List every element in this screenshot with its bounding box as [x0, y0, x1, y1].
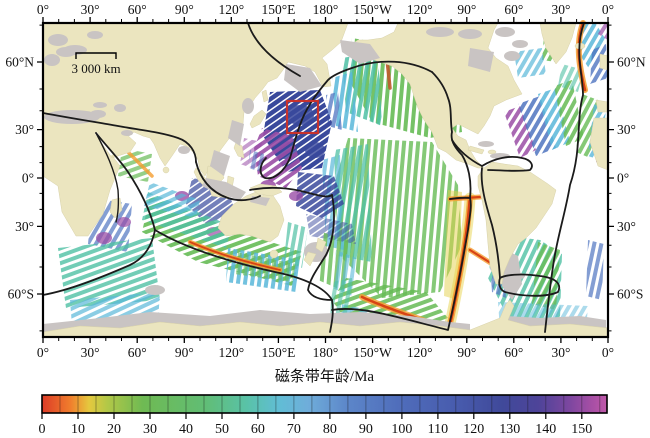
axis-label: 30° — [617, 122, 636, 137]
colorbar-tick-label: 80 — [323, 422, 337, 437]
axis-label: 0° — [37, 2, 49, 17]
top-minor-ticks — [58, 19, 593, 23]
land-west-europe-africa-sliver — [589, 117, 609, 171]
axis-label: 90° — [175, 2, 194, 17]
axis-label: 60° — [128, 345, 147, 360]
axis-label: 30° — [15, 122, 34, 137]
colorbar-gradient — [42, 395, 607, 413]
colorbar-tick-label: 50 — [215, 422, 229, 437]
land-greenland — [539, 22, 577, 65]
axis-label: 0° — [22, 171, 34, 186]
colorbar-tick-label: 70 — [287, 422, 301, 437]
colorbar-tick-label: 140 — [535, 422, 556, 437]
colorbar-tick-label: 40 — [179, 422, 193, 437]
colorbar-tick-label: 110 — [428, 422, 448, 437]
axis-label: 0° — [617, 171, 629, 186]
axis-label: 60° — [504, 345, 523, 360]
axis-label: 30° — [81, 345, 100, 360]
colorbar-tick-label: 0 — [39, 422, 46, 437]
axis-label: 60°N — [617, 55, 646, 70]
colorbar-tick-label: 150 — [571, 422, 592, 437]
land-australia — [217, 191, 285, 243]
axis-label: 0° — [37, 345, 49, 360]
right-minor-ticks — [608, 24, 612, 332]
colorbar-title: 磁条带年龄/Ma — [275, 368, 375, 385]
colorbar-tick-label: 60 — [251, 422, 265, 437]
axis-label: 180° — [313, 2, 339, 17]
left-major-ticks — [37, 61, 43, 295]
plate-boundaries — [42, 22, 585, 333]
colorbar-tick-label: 10 — [71, 422, 85, 437]
bottom-axis-labels: 0° 30° 60° 90° 120° 150°E 180° 150°W 120… — [37, 345, 614, 360]
axis-label: 60° — [128, 2, 147, 17]
axis-label: 120° — [407, 345, 433, 360]
axis-label: 90° — [457, 2, 476, 17]
axis-label: 90° — [175, 345, 194, 360]
colorbar-tick-label: 90 — [359, 422, 373, 437]
axis-label: 60°S — [8, 287, 34, 302]
left-axis-labels: 60°N 30° 0° 30° 60°S — [5, 55, 34, 302]
scale-bar-label: 3 000 km — [71, 61, 120, 76]
colorbar-tick-label: 120 — [463, 422, 484, 437]
axis-label: 120° — [407, 2, 433, 17]
axis-label: 150°E — [261, 345, 295, 360]
shallow-seas — [44, 27, 528, 206]
axis-label: 120° — [218, 345, 244, 360]
axis-label: 0° — [602, 2, 614, 17]
colorbar-tick-label: 20 — [107, 422, 121, 437]
land-antarctica — [42, 299, 609, 338]
bottom-major-ticks — [42, 337, 609, 343]
scale-bar: 3 000 km — [71, 52, 121, 76]
axis-label: 30° — [551, 345, 570, 360]
left-minor-ticks — [39, 24, 43, 332]
axis-label: 30° — [617, 219, 636, 234]
colorbar-ticks — [41, 413, 583, 419]
axis-label: 90° — [457, 345, 476, 360]
right-axis-labels: 60°N 30° 0° 30° 60°S — [617, 55, 646, 302]
seafloor-age-stripes — [42, 24, 608, 334]
highlight-box — [285, 99, 320, 135]
axis-label: 120° — [218, 2, 244, 17]
axis-label: 30° — [15, 219, 34, 234]
colorbar: 磁条带年龄/Ma 0 10 20 30 40 50 60 70 80 90 10… — [39, 368, 608, 437]
colorbar-tick-label: 30 — [143, 422, 157, 437]
axis-label: 150°E — [261, 2, 295, 17]
bottom-minor-ticks — [58, 337, 593, 341]
map-frame — [37, 17, 614, 343]
axis-label: 30° — [81, 2, 100, 17]
axis-label: 0° — [602, 345, 614, 360]
top-axis-labels: 0° 30° 60° 90° 120° 150°E 180° 150°W 120… — [37, 2, 614, 17]
axis-label: 150°W — [353, 345, 392, 360]
axis-label: 150°W — [353, 2, 392, 17]
axis-label: 60°S — [617, 287, 643, 302]
colorbar-tick-labels: 0 10 20 30 40 50 60 70 80 90 100 110 120… — [39, 422, 593, 437]
axis-label: 60°N — [5, 55, 34, 70]
axis-label: 30° — [551, 2, 570, 17]
axis-label: 60° — [504, 2, 523, 17]
colorbar-tick-label: 100 — [391, 422, 412, 437]
right-major-ticks — [608, 61, 614, 295]
top-major-ticks — [42, 17, 609, 23]
axis-label: 180° — [313, 345, 339, 360]
colorbar-tick-label: 130 — [499, 422, 520, 437]
colorbar-segment-dividers — [59, 395, 601, 413]
land-japan — [249, 109, 267, 129]
